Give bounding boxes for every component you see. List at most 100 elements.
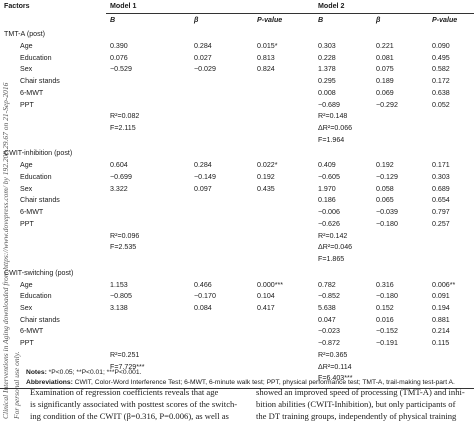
table-row: Sex −0.529 −0.029 0.824 1.378 0.075 0.582 [0,64,474,76]
table-cell [194,195,257,207]
table-bottom-rule [0,384,474,389]
table-cell: −0.039 [376,208,398,217]
table-cell [257,76,314,88]
header-blank [0,14,106,28]
table-row: Chair stands 0.295 0.189 0.172 [0,76,474,88]
table-cell: −0.852 [318,292,340,301]
table-cell [194,100,257,112]
table-row: Age 1.153 0.466 0.000*** 0.782 0.316 0.006** [0,280,474,292]
table-cell: 0.058 [376,184,394,193]
factor-name: 6-MWT [20,208,44,217]
header-b-2: B [318,16,324,24]
factor-name: Education [20,292,52,301]
table-cell: −0.292 [376,100,398,109]
model-stats-row: F=1.865 [0,254,474,266]
model-1-stat: R²=0.082 [110,112,140,121]
table-notes: Notes: *P<0.05; **P<0.01; ***P<0.001. Ab… [26,368,470,387]
table-body: TMT-A (post) Age 0.390 0.284 0.015* 0.303 0.22… [0,27,474,389]
table-cell: 0.075 [376,65,394,74]
table-cell: 0.495 [432,53,450,62]
section-title-row: CWIT-switching (post) [0,266,474,280]
model-stats-row: F=1.964 [0,135,474,147]
factor-name: Sex [20,184,33,193]
table-cell: 0.409 [318,161,336,170]
notes-text: *P<0.05; **P<0.01; ***P<0.001. [46,369,142,376]
table-cell: 0.104 [257,292,275,301]
table-cell: 0.654 [432,196,450,205]
table-cell: 0.076 [110,53,128,62]
header-model-1: Model 1 [106,0,314,14]
table-cell: −0.180 [376,219,398,228]
model-1-stat [106,135,314,147]
section-title: CWIT-switching (post) [4,268,74,277]
model-stats-row: F=2.115 ΔR²=0.066 [0,123,474,135]
table-cell: −0.872 [318,339,340,348]
body-line: the DT training groups, independently of… [256,411,457,421]
table-row: Education −0.805 −0.170 0.104 −0.852 −0.180 0.… [0,291,474,303]
header-beta-2: β [376,16,381,24]
table-row: PPT −0.872 −0.191 0.115 [0,338,474,350]
table-row: Age 0.604 0.284 0.022* 0.409 0.192 0.171 [0,160,474,172]
body-line: Examination of regression coefficients r… [30,387,219,397]
model-2-stat: R²=0.142 [318,231,348,240]
table-cell: 0.015* [257,42,278,50]
regression-table: Factors Model 1 Model 2 B β P-value B β … [0,0,474,389]
header-factors: Factors [4,2,30,11]
table-cell: 0.016 [376,315,394,324]
table-cell: 0.065 [376,196,394,205]
factor-name: 6-MWT [20,327,44,336]
body-line: ing condition of the CWIT (β=0.316, P=0.… [30,411,229,421]
table-cell [106,88,194,100]
table-cell: −0.191 [376,339,398,348]
model-1-stat: R²=0.251 [110,350,140,359]
abbreviations-text: CWIT, Color-Word Interference Test; 6-MW… [72,378,455,386]
notes-label: Notes: [26,369,47,376]
table-cell [106,315,194,327]
body-paragraph-left: Examination of regression coefficients r… [30,386,240,422]
table-cell: 0.081 [376,53,394,62]
model-1-stat: F=2.115 [110,123,136,132]
stats-blank [0,231,106,243]
table-cell: 0.813 [257,53,275,62]
table-cell: −0.689 [318,100,340,109]
model-stats-row: R²=0.096 R²=0.142 [0,231,474,243]
table-cell: −0.805 [110,292,132,301]
table-header-columns: B β P-value B β P-value [0,14,474,28]
table-cell: 3.138 [110,304,128,313]
table-cell: 0.000*** [257,280,284,289]
table-cell: 0.027 [194,53,212,62]
factor-name: Sex [20,304,33,313]
model-2-stat: F=1.964 [318,135,345,144]
table-row: PPT −0.689 −0.292 0.052 [0,100,474,112]
table-cell: 0.228 [318,53,336,62]
factor-name: 6-MWT [20,88,44,97]
table-cell: 0.189 [376,77,394,86]
table-cell: 0.303 [432,173,450,182]
table-cell: −0.699 [110,173,132,182]
table-cell: 3.322 [110,184,128,193]
table-cell: 0.192 [376,161,394,170]
model-2-stat: F=6.403*** [318,374,353,383]
stats-blank [0,123,106,135]
table-cell [194,338,257,350]
table-row: PPT −0.626 −0.180 0.257 [0,219,474,231]
table-cell: 0.221 [376,42,394,50]
factor-name: PPT [20,100,34,109]
factor-name: Age [20,42,33,50]
model-1-stat: F=7.729*** [110,362,145,371]
header-beta-1: β [194,16,199,24]
model-2-stat: ΔR²=0.066 [318,123,353,132]
table-cell [257,219,314,231]
table-cell [257,338,314,350]
table-cell [106,76,194,88]
table-cell: 0.284 [194,42,212,50]
table-cell: 0.782 [318,280,336,289]
table-cell: −0.170 [194,292,216,301]
table-cell: 0.295 [318,77,336,86]
table-cell: 1.153 [110,280,128,289]
table-cell: −0.529 [110,65,132,74]
table-cell [194,88,257,100]
table-cell: 0.435 [257,184,275,193]
table-cell [106,326,194,338]
factor-name: Chair stands [20,77,60,86]
